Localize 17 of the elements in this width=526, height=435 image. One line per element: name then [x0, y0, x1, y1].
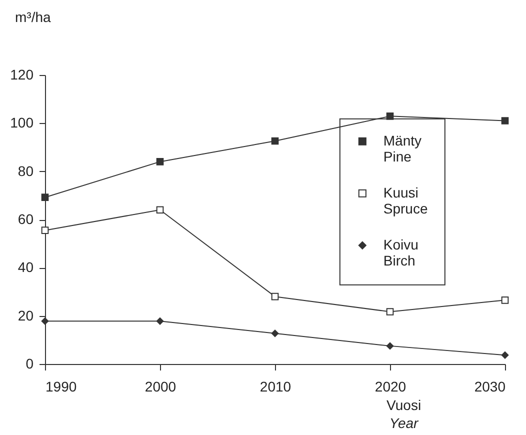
- y-tick-label: 60: [18, 211, 34, 227]
- y-tick-label: 80: [18, 162, 34, 179]
- x-tick-label: 2000: [144, 378, 176, 394]
- legend-label: Koivu Birch: [383, 236, 418, 268]
- x-tick-label: 2020: [374, 378, 406, 394]
- y-tick-label: 20: [18, 307, 34, 324]
- x-axis-title: Vuosi Year: [386, 397, 422, 431]
- y-tick-label: 0: [26, 356, 34, 372]
- y-axis-title: m³/ha: [15, 9, 51, 25]
- y-tick-label: 120: [10, 66, 34, 82]
- y-tick-label: 100: [10, 114, 34, 131]
- x-tick-label: 2030: [474, 378, 506, 394]
- x-tick-label: 2010: [260, 378, 292, 394]
- x-tick-label: 1990: [46, 378, 77, 394]
- y-tick-label: 40: [18, 259, 34, 276]
- legend-label: Kuusi Spruce: [383, 184, 428, 216]
- legend-label: Mänty Pine: [383, 132, 422, 164]
